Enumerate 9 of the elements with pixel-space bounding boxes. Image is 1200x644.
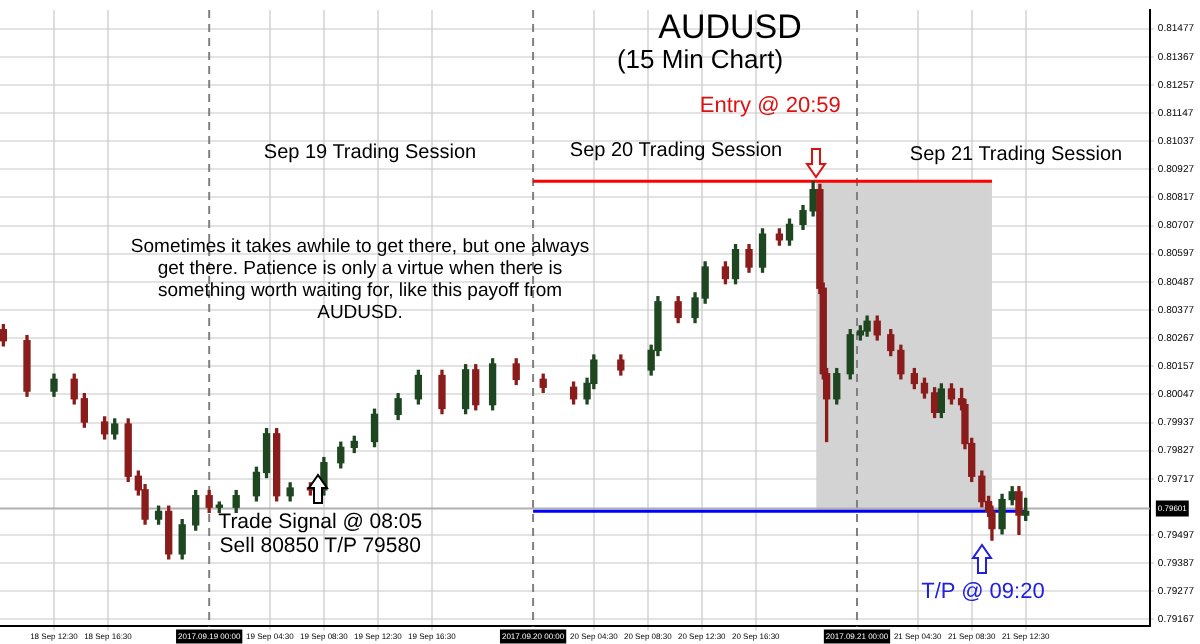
- annotation: Sep 19 Trading Session: [263, 142, 477, 165]
- annotation: Sometimes it takes awhile to get there, but one always get there. Patience is only a virtue when there is something worth waiting for, like this payoff from AUDUSD.: [128, 236, 592, 326]
- annotation: Sep 21 Trading Session: [909, 144, 1123, 167]
- chart-title: AUDUSD: [658, 8, 802, 48]
- annotation: T/P @ 09:20: [921, 579, 1045, 605]
- annotation: Sep 20 Trading Session: [569, 140, 783, 163]
- annotation: Entry @ 20:59: [699, 93, 841, 119]
- annotation: Trade Signal @ 08:05 Sell 80850 T/P 79580: [218, 510, 423, 559]
- text: (15 Min Chart): [616, 44, 784, 76]
